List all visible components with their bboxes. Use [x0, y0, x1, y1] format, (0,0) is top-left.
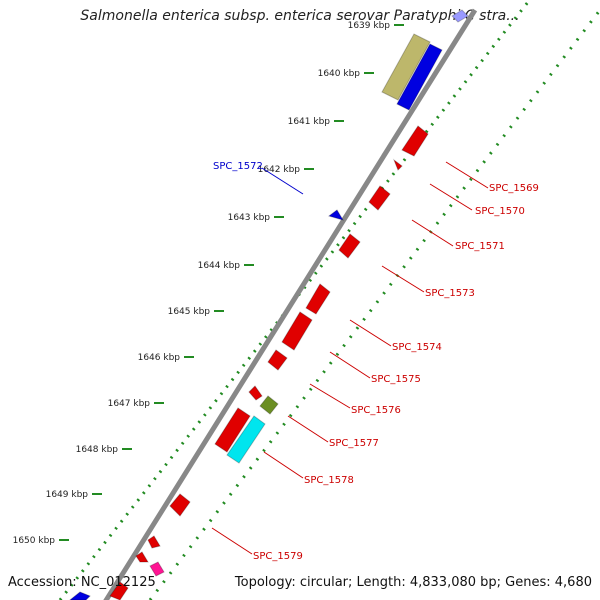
ruler-label: 1644 kbp	[198, 261, 241, 271]
cds-glyph[interactable]	[169, 493, 191, 517]
trna-glyph[interactable]	[259, 395, 279, 415]
callout-line	[445, 161, 489, 189]
cds-glyph[interactable]	[327, 209, 345, 221]
feature-label[interactable]: SPC_1573	[425, 288, 475, 299]
gc-track-inner	[148, 9, 600, 600]
cds-glyph[interactable]	[214, 407, 251, 453]
other-glyph[interactable]	[226, 415, 266, 464]
ruler-label: 1647 kbp	[108, 399, 151, 409]
callout-line	[349, 319, 392, 347]
cds-glyph[interactable]	[281, 311, 313, 351]
cds-glyph[interactable]	[401, 125, 429, 157]
ruler-label: 1639 kbp	[348, 21, 391, 31]
accession-text: Accession: NC_012125	[8, 575, 156, 590]
ruler-label: 1640 kbp	[318, 69, 361, 79]
feature-label[interactable]: SPC_1575	[371, 374, 421, 385]
callout-line	[329, 351, 371, 379]
callout-line	[309, 383, 351, 409]
cds-glyph[interactable]	[135, 551, 149, 563]
callout-line	[287, 415, 329, 443]
genome-backbone	[103, 8, 478, 600]
feature-glyphs	[69, 9, 469, 600]
cds-glyph[interactable]	[396, 43, 443, 111]
feature-label[interactable]: SPC_1574	[392, 342, 442, 353]
map-title: Salmonella enterica subsp. enterica sero…	[80, 8, 520, 24]
cds-glyph[interactable]	[392, 158, 403, 171]
kbp-ruler: 1639 kbp 1640 kbp 1641 kbp 1642 kbp 1643 kbp…	[13, 21, 404, 546]
ruler-label: 1641 kbp	[288, 117, 331, 127]
callout-line	[429, 183, 473, 211]
cds-glyph[interactable]	[69, 591, 91, 600]
ruler-label: 1642 kbp	[258, 165, 301, 175]
cds-glyph[interactable]	[248, 385, 263, 401]
cds-glyph[interactable]	[305, 283, 331, 315]
cds-glyph[interactable]	[109, 581, 129, 600]
ruler-label: 1649 kbp	[46, 490, 89, 500]
cds-glyph[interactable]	[267, 349, 288, 371]
feature-label[interactable]: SPC_1576	[351, 405, 401, 416]
misc-glyph[interactable]	[149, 561, 165, 577]
genome-summary-text: Topology: circular; Length: 4,833,080 bp…	[234, 575, 592, 590]
feature-label[interactable]: SPC_1569	[489, 183, 539, 194]
cds-glyph[interactable]	[338, 233, 361, 259]
callout-line	[411, 219, 454, 247]
callout-line	[211, 527, 253, 555]
callout-line	[381, 265, 425, 293]
gc-track-outer	[58, 0, 532, 600]
feature-label[interactable]: SPC_1577	[329, 438, 379, 449]
ruler-label: 1648 kbp	[76, 445, 119, 455]
feature-label[interactable]: SPC_1579	[253, 551, 303, 562]
ruler-label: 1646 kbp	[138, 353, 181, 363]
callout-line	[261, 167, 304, 195]
feature-label[interactable]: SPC_1578	[304, 475, 354, 486]
ruler-label: 1650 kbp	[13, 536, 56, 546]
cds-glyph[interactable]	[368, 185, 391, 211]
feature-callouts: SPC_1572 SPC_1569 SPC_1570 SPC_1571 SPC_1573…	[211, 161, 539, 562]
feature-label[interactable]: SPC_1570	[475, 206, 525, 217]
ruler-label: 1643 kbp	[228, 213, 271, 223]
feature-label[interactable]: SPC_1572	[213, 161, 263, 172]
callout-line	[263, 451, 304, 479]
feature-label[interactable]: SPC_1571	[455, 241, 505, 252]
ruler-label: 1645 kbp	[168, 307, 211, 317]
cds-glyph[interactable]	[451, 9, 469, 23]
rrna-glyph[interactable]	[381, 33, 431, 101]
cds-glyph[interactable]	[147, 535, 161, 549]
